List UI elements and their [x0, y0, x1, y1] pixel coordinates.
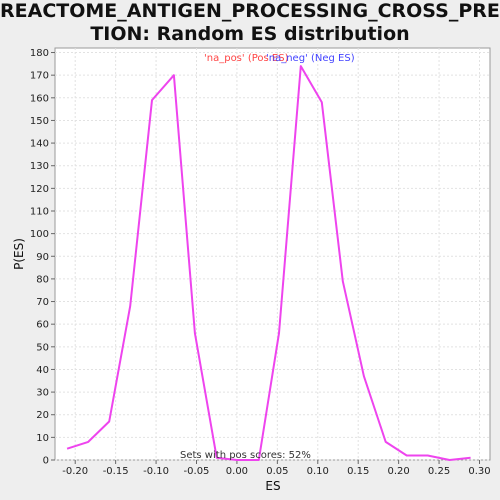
y-tick-label: 90 — [36, 252, 49, 263]
x-tick-label: 0.30 — [468, 466, 490, 477]
y-tick-label: 110 — [30, 206, 49, 217]
x-tick-label: -0.05 — [184, 466, 210, 477]
y-tick-label: 50 — [36, 342, 49, 353]
y-tick-label: 70 — [36, 297, 49, 308]
y-tick-label: 10 — [36, 433, 49, 444]
series-group — [66, 65, 471, 461]
y-tick-label: 100 — [30, 229, 49, 240]
grid-lines — [55, 48, 490, 461]
y-tick-label: 20 — [36, 410, 49, 421]
y-tick-label: 160 — [30, 93, 49, 104]
y-tick-label: 0 — [43, 456, 49, 467]
y-tick-label: 140 — [30, 139, 49, 150]
x-tick-label: 0.00 — [226, 466, 248, 477]
plot-area — [54, 47, 491, 461]
x-axis-ticks: -0.20 -0.15 -0.10 -0.05 0.00 0.05 0.10 0.15 0.20… — [62, 460, 491, 477]
y-tick-label: 120 — [30, 184, 49, 195]
y-tick-label: 60 — [36, 320, 49, 331]
x-tick-label: 0.25 — [428, 466, 450, 477]
pos-score-annotation: Sets with pos scores: 52% — [180, 450, 311, 461]
chart-title-line-2: TION: Random ES distribution — [90, 23, 410, 45]
y-tick-label: 150 — [30, 116, 49, 127]
y-tick-label: 180 — [30, 48, 49, 59]
x-tick-label: 0.15 — [347, 466, 369, 477]
y-tick-label: 40 — [36, 365, 49, 376]
legend-entry-na-neg: 'na_neg' (Neg ES) — [266, 53, 355, 64]
x-tick-label: -0.10 — [143, 466, 169, 477]
x-tick-label: 0.20 — [388, 466, 410, 477]
legend-entry-na-pos: 'na_pos' (Pos ES) — [204, 53, 289, 64]
y-axis-ticks: 0 10 20 30 40 50 60 70 80 90 100 110 120 130 140 150 160… — [30, 48, 55, 467]
x-tick-label: -0.20 — [62, 466, 88, 477]
y-axis-label: P(ES) — [12, 238, 26, 270]
x-tick-label: -0.15 — [103, 466, 129, 477]
y-tick-label: 130 — [30, 161, 49, 172]
chart-title: REACTOME_ANTIGEN_PROCESSING_CROSS_PRESEN… — [0, 0, 500, 46]
series-line — [66, 65, 471, 461]
x-axis-label: ES — [265, 479, 280, 493]
x-tick-label: 0.05 — [266, 466, 288, 477]
x-tick-label: 0.10 — [307, 466, 329, 477]
y-tick-label: 30 — [36, 388, 49, 399]
y-tick-label: 80 — [36, 274, 49, 285]
y-tick-label: 170 — [30, 71, 49, 82]
chart-title-line-1: REACTOME_ANTIGEN_PROCESSING_CROSS_PRESEN… — [0, 0, 500, 22]
